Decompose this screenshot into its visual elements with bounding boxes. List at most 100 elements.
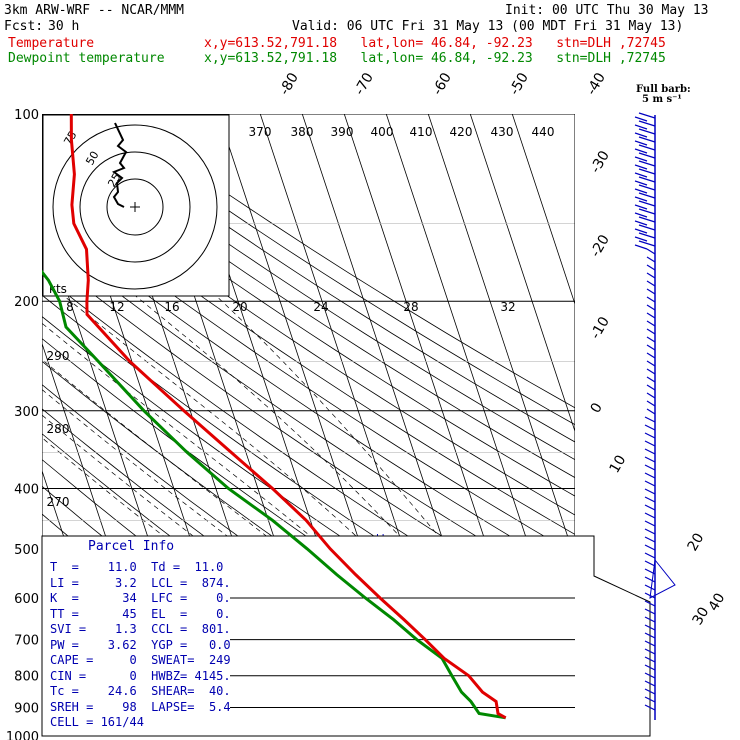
wind-barb bbox=[638, 200, 656, 207]
theta-left-label: 290 bbox=[47, 349, 70, 363]
wind-barb bbox=[634, 220, 648, 226]
wind-barb bbox=[644, 696, 656, 703]
wind-barb bbox=[638, 208, 656, 215]
wind-barb bbox=[638, 224, 656, 231]
wind-barb bbox=[638, 168, 656, 175]
wind-barb bbox=[644, 520, 656, 527]
theta-label: 440 bbox=[532, 125, 555, 139]
wind-barb bbox=[634, 164, 648, 170]
wind-barb bbox=[646, 352, 656, 359]
parcel-info-row: TT = 45 EL = 0. bbox=[50, 606, 231, 621]
theta-label: 430 bbox=[491, 125, 514, 139]
wind-barb bbox=[644, 600, 656, 607]
wind-barb bbox=[634, 244, 648, 250]
isotherm-label: 40 bbox=[706, 591, 729, 614]
isotherm-label: -60 bbox=[430, 70, 455, 98]
wind-barb bbox=[646, 288, 656, 295]
hodograph-ring bbox=[52, 124, 218, 290]
isotherm-label: -30 bbox=[588, 148, 613, 176]
wind-barb bbox=[638, 232, 656, 239]
wind-barb bbox=[644, 616, 656, 623]
wind-barb bbox=[638, 144, 656, 151]
wind-barb bbox=[646, 248, 656, 255]
parcel-info-row: T = 11.0 Td = 11.0 bbox=[50, 560, 224, 574]
wind-barb bbox=[644, 440, 656, 447]
wind-barb bbox=[644, 632, 656, 639]
isotherm-label: -40 bbox=[584, 70, 609, 98]
wind-barb bbox=[644, 528, 656, 535]
wind-barb bbox=[644, 504, 656, 511]
wind-barb bbox=[646, 296, 656, 303]
wind-barb bbox=[644, 680, 656, 687]
wind-barb bbox=[634, 124, 648, 130]
dry-adiabat bbox=[42, 214, 575, 576]
wind-barb bbox=[644, 608, 656, 615]
dry-adiabat bbox=[43, 126, 575, 479]
isotherm-label: -20 bbox=[588, 232, 613, 260]
parcel-info-row: CELL = 161/44 bbox=[50, 715, 144, 729]
mixing-ratio-label: 28 bbox=[403, 300, 418, 314]
wind-barb bbox=[644, 536, 656, 543]
wind-barb bbox=[646, 280, 656, 287]
wind-barb bbox=[646, 344, 656, 351]
wind-barb bbox=[646, 376, 656, 383]
barb-key-value: 5 m s⁻¹ bbox=[642, 94, 682, 105]
isotherm bbox=[0, 100, 8, 740]
temperature-legend: Temperature bbox=[8, 36, 95, 51]
wind-barb bbox=[644, 552, 656, 559]
dewpoint-trace bbox=[42, 269, 506, 720]
wind-barb bbox=[644, 448, 656, 455]
wind-barb bbox=[638, 128, 656, 135]
parcel-info-row: LI = 3.2 LCL = 874. bbox=[50, 575, 231, 590]
pressure-label: 900 bbox=[14, 702, 39, 717]
pressure-label: 400 bbox=[14, 482, 39, 497]
forecast-label: Fcst: bbox=[4, 19, 44, 34]
wind-barb bbox=[634, 196, 648, 202]
wind-barb bbox=[646, 256, 656, 263]
wind-barb bbox=[644, 560, 656, 567]
wind-barb bbox=[644, 416, 656, 423]
temperature-trace bbox=[69, 114, 507, 720]
isotherm bbox=[427, 114, 575, 560]
wind-barb bbox=[646, 384, 656, 391]
theta-label: 400 bbox=[371, 125, 394, 139]
wind-barb bbox=[644, 624, 656, 631]
wind-barb bbox=[646, 360, 656, 367]
wind-barb bbox=[644, 576, 656, 583]
wind-barb bbox=[638, 216, 656, 223]
wind-barb bbox=[638, 176, 656, 183]
pressure-label: 500 bbox=[14, 543, 39, 558]
dry-adiabat bbox=[42, 160, 575, 516]
wind-barb bbox=[638, 240, 656, 247]
wind-barbs bbox=[634, 112, 676, 720]
wind-barb bbox=[634, 180, 648, 186]
wind-barb bbox=[634, 188, 648, 194]
hodograph-trace bbox=[111, 122, 128, 208]
parcel-info-row: CAPE = 0 SWEAT= 249 bbox=[50, 653, 231, 667]
wind-barb bbox=[638, 152, 656, 159]
isotherm bbox=[469, 114, 575, 433]
mixing-ratio-label: 16 bbox=[164, 300, 179, 314]
wind-barb bbox=[634, 148, 648, 154]
pressure-label: 700 bbox=[14, 634, 39, 649]
hodograph-frame bbox=[42, 114, 230, 297]
pressure-labels: 100 200 300 400 500 600 700 800 900 1000 bbox=[6, 108, 39, 740]
barb-key-title: Full barb: bbox=[636, 84, 691, 95]
parcel-info-row: PW = 3.62 YGP = 0.0 bbox=[50, 637, 231, 652]
theta-left-label: 280 bbox=[47, 422, 70, 436]
wind-barb bbox=[644, 472, 656, 479]
forecast-hour: 30 h bbox=[48, 19, 80, 34]
wind-barb bbox=[644, 664, 656, 671]
wind-barb bbox=[644, 584, 656, 591]
wind-barb bbox=[638, 120, 656, 127]
wind-barb bbox=[638, 112, 656, 119]
temperature-legend-info: x,y=613.52,791.18 lat,lon= 46.84, -92.23… bbox=[204, 36, 666, 51]
wind-barb bbox=[638, 192, 656, 199]
pressure-label: 100 bbox=[14, 108, 39, 123]
wind-barb bbox=[634, 156, 648, 162]
mixing-ratio-label: 32 bbox=[500, 300, 515, 314]
dry-adiabat bbox=[42, 177, 575, 535]
dry-adiabat bbox=[42, 142, 575, 497]
